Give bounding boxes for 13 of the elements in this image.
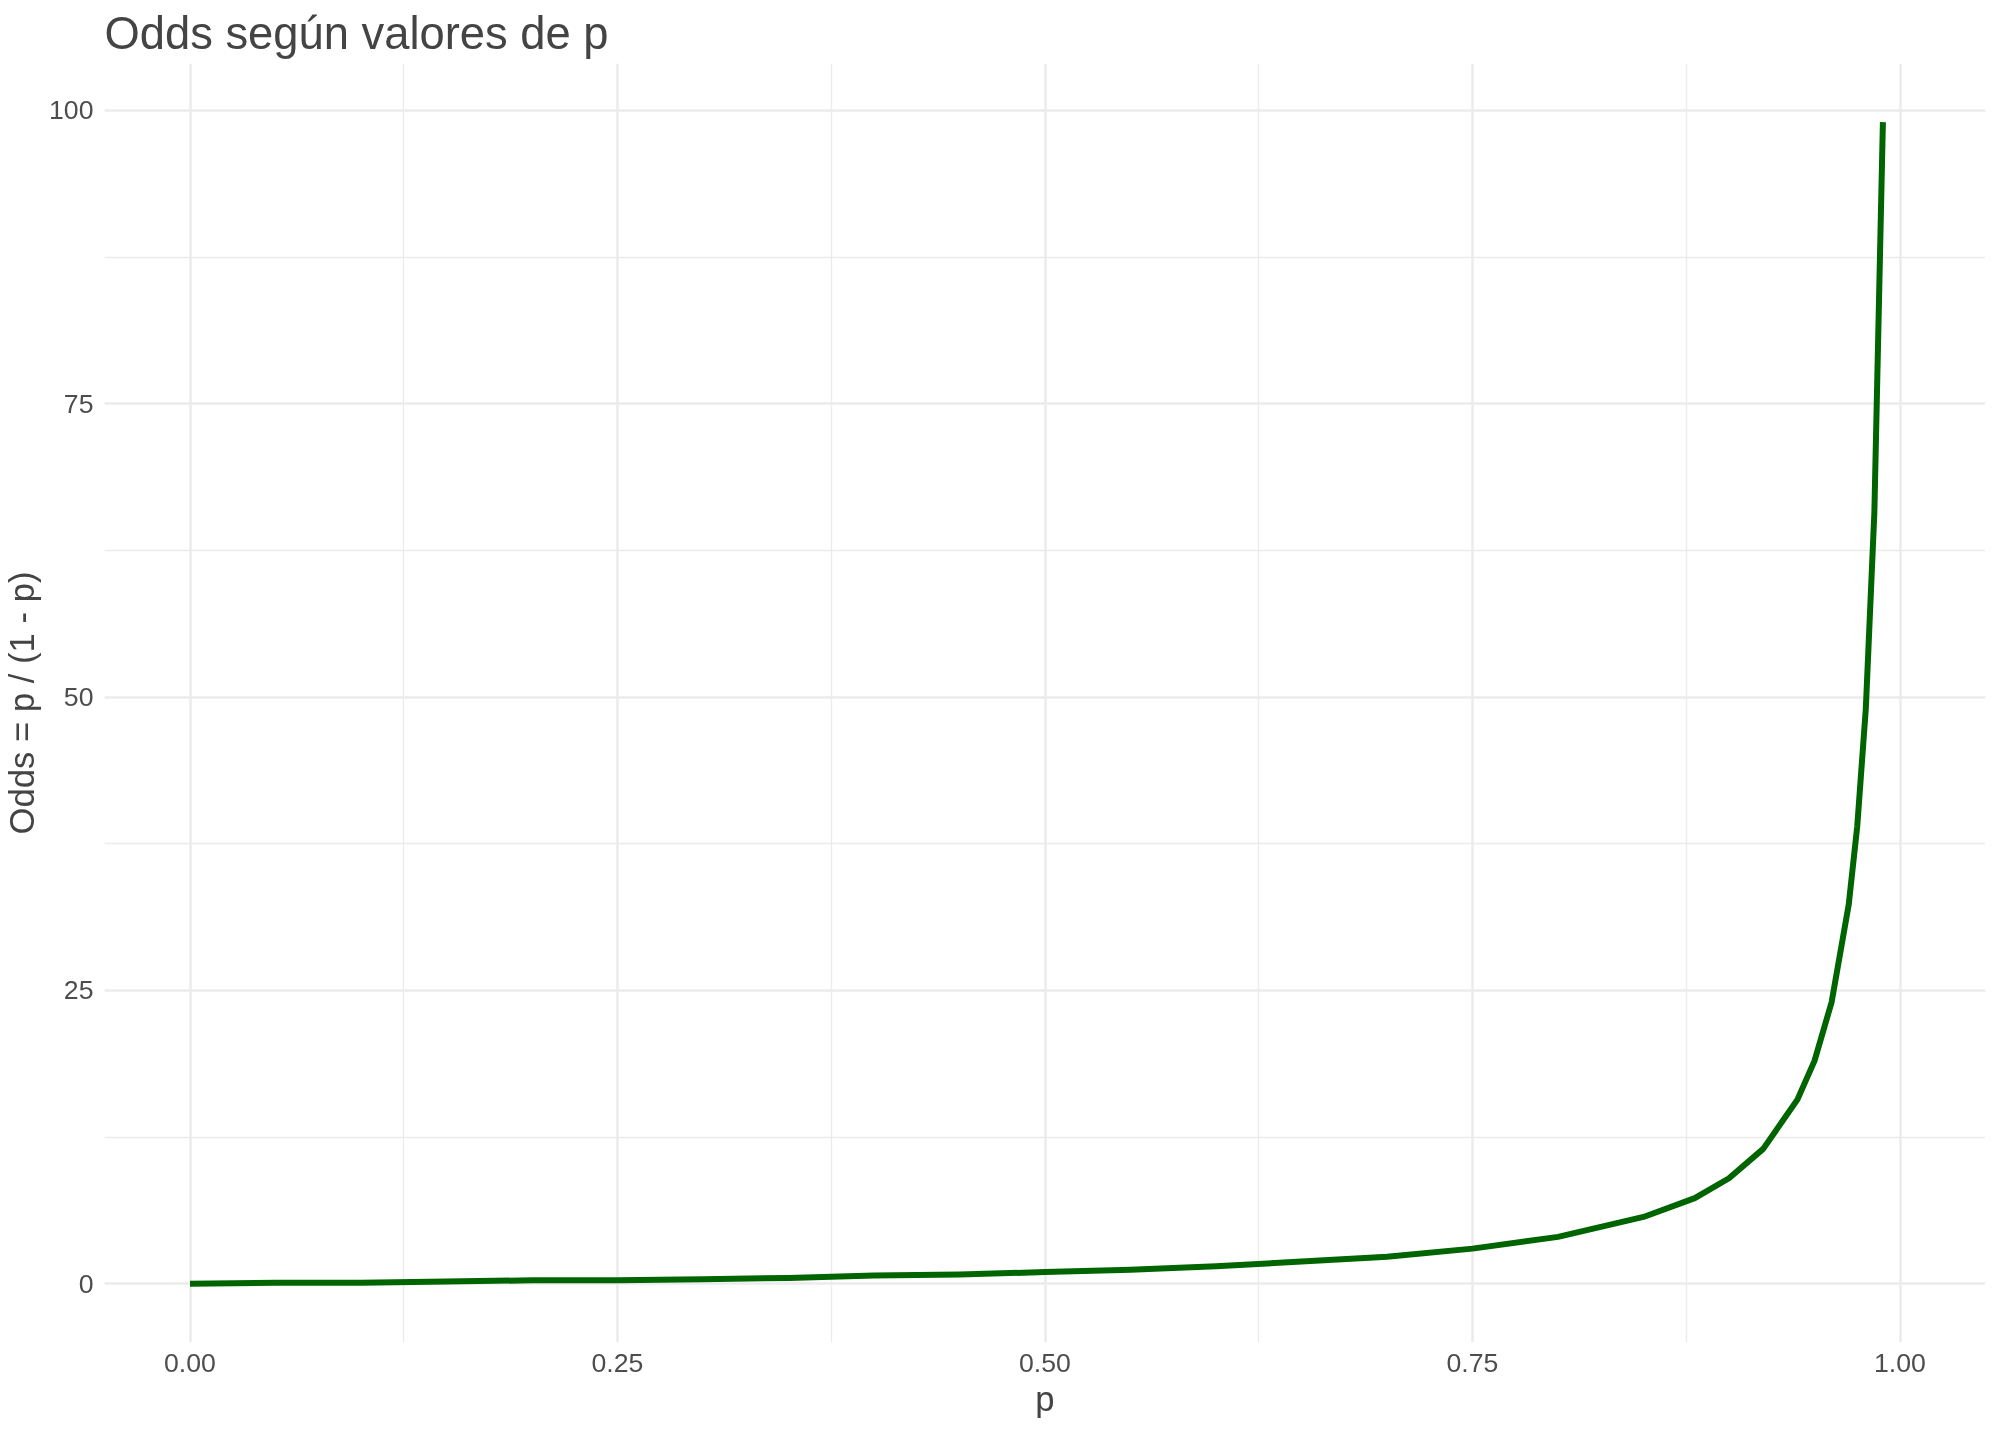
- y-tick-label: 75: [63, 388, 94, 419]
- x-tick-label: 0.75: [1446, 1347, 1499, 1378]
- y-tick-label: 0: [78, 1268, 94, 1299]
- chart-title: Odds según valores de p: [104, 7, 609, 59]
- x-tick-label: 1.00: [1874, 1347, 1926, 1378]
- x-axis-title: p: [1035, 1379, 1055, 1418]
- x-tick-label: 0.25: [591, 1347, 644, 1378]
- y-tick-label: 100: [49, 95, 94, 126]
- y-tick-label: 50: [63, 682, 94, 713]
- x-tick-label: 0.50: [1019, 1347, 1071, 1378]
- x-tick-label: 0.00: [164, 1347, 216, 1378]
- y-tick-label: 25: [63, 975, 94, 1006]
- y-axis-title: Odds = p / (1 - p): [3, 571, 42, 835]
